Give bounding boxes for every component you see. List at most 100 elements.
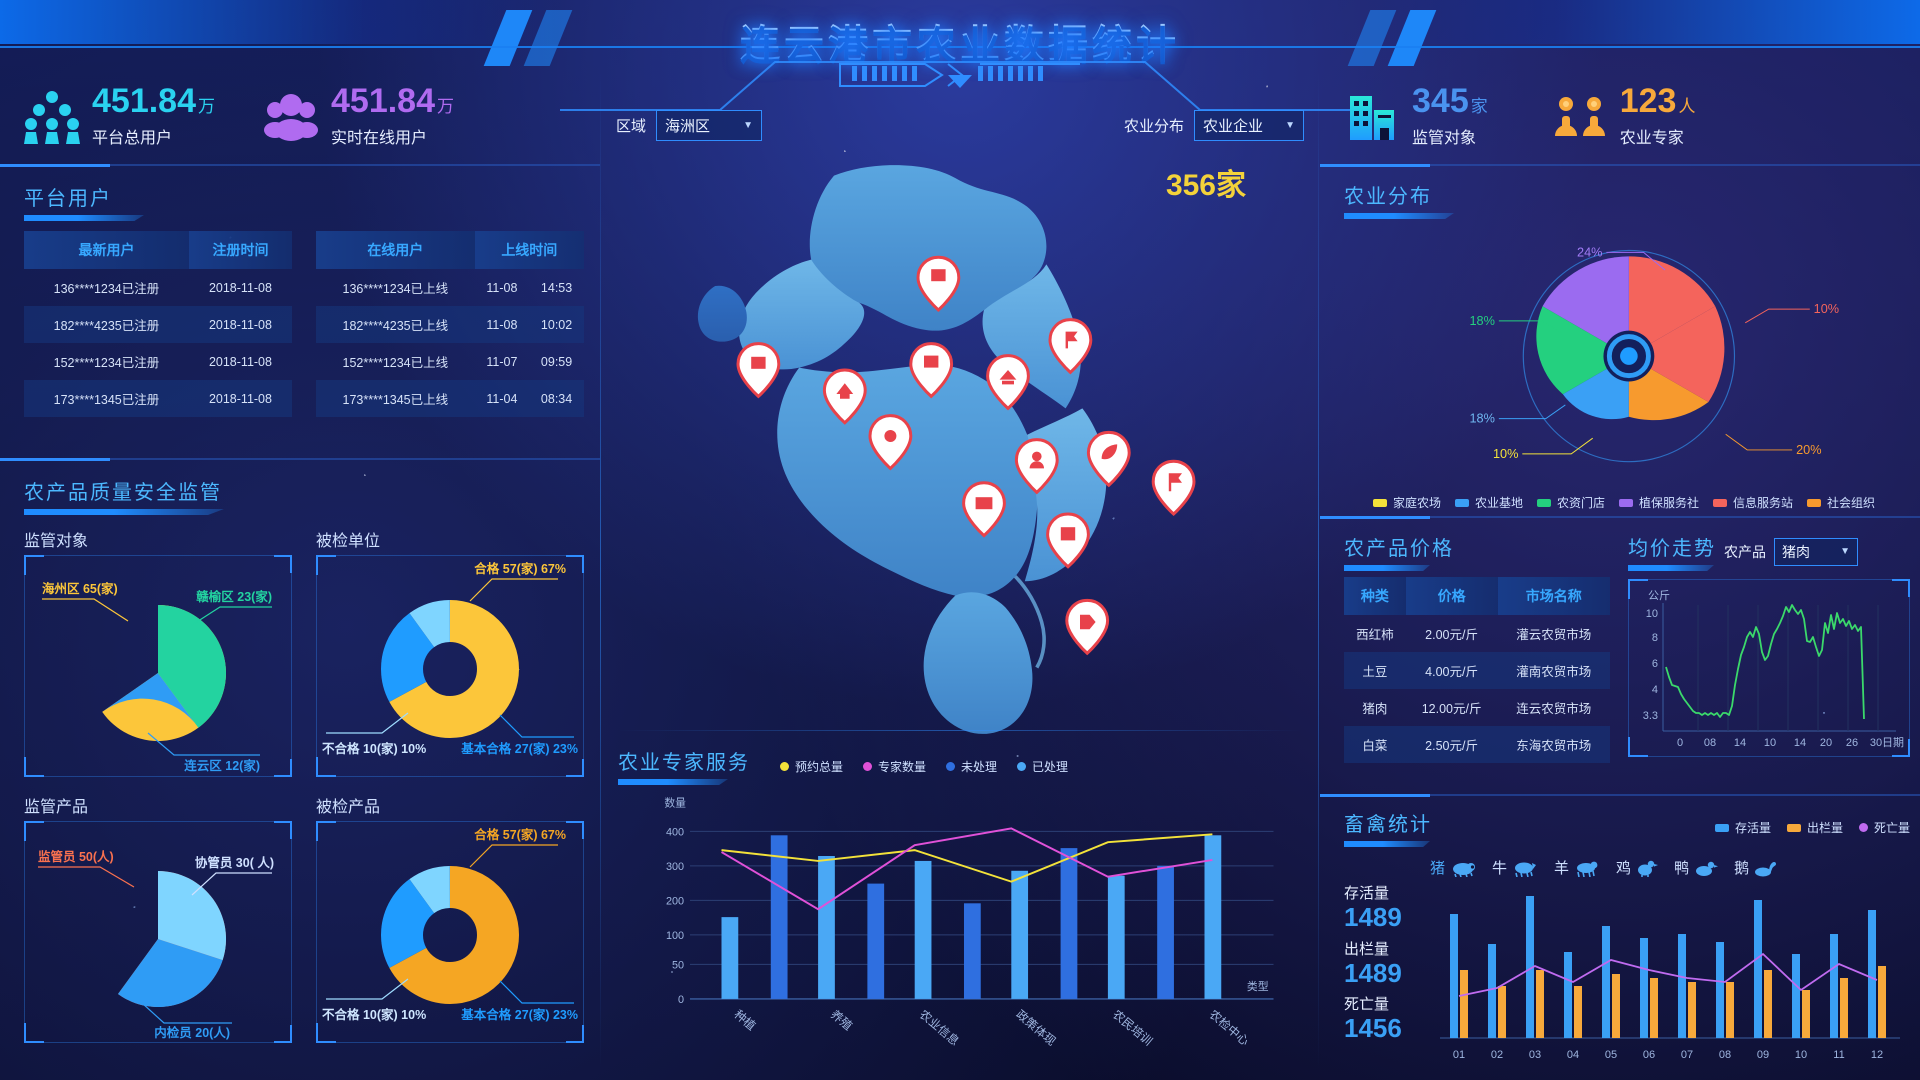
map-marker-flag2[interactable] xyxy=(1151,459,1196,517)
table-row[interactable]: 173****1345已上线 11-04 08:34 xyxy=(316,380,584,417)
legend-item-dead[interactable]: 死亡量 xyxy=(1858,819,1910,836)
rose-chart-agri-distribution[interactable]: 24% 10% 18% 18% 10% 20% xyxy=(1344,227,1904,491)
experts-icon xyxy=(1554,97,1605,136)
agri-distribution-section: 农业分布 xyxy=(1344,180,1904,510)
cell-time: 2018-11-08 xyxy=(188,306,292,343)
animal-chicken[interactable]: 鸡 xyxy=(1616,857,1659,878)
legend-item-experts[interactable]: 专家数量 xyxy=(863,758,926,775)
map-marker-tag[interactable] xyxy=(1065,598,1110,656)
animal-pig[interactable]: 猪 xyxy=(1430,857,1476,878)
legend-item-appointments[interactable]: 预约总量 xyxy=(780,758,843,775)
cell-market: 灌南农贸市场 xyxy=(1497,652,1610,689)
col-header-register-time: 注册时间 xyxy=(188,231,292,269)
map-marker-shop[interactable] xyxy=(962,481,1006,538)
pie-label-1: 基本合格 27(家) 23% xyxy=(460,1007,578,1022)
donut-chart-inspected-units[interactable]: 合格 57(家) 67% 基本合格 27(家) 23% 不合格 10(家) 10… xyxy=(316,555,584,777)
table-row[interactable]: 136****1234已注册 2018-11-08 xyxy=(24,269,292,306)
map-marker-factory[interactable] xyxy=(909,342,954,399)
table-row[interactable]: 152****1234已上线 11-07 09:59 xyxy=(316,343,584,380)
animal-duck[interactable]: 鸭 xyxy=(1674,857,1719,878)
legend-item-plant-protection[interactable]: 植保服务社 xyxy=(1619,494,1699,511)
table-row[interactable]: 182****4235已上线 11-08 10:02 xyxy=(316,306,584,343)
table-row[interactable]: 猪肉 12.00元/斤 连云农贸市场 xyxy=(1344,689,1610,726)
kpi-online-users-value: 451.84 万 xyxy=(331,84,454,118)
livestock-section: 畜禽统计 存活量 出栏量 死亡量 猪 牛 xyxy=(1344,808,1910,1080)
table-row[interactable]: 152****1234已注册 2018-11-08 xyxy=(24,343,292,380)
header-bar-right xyxy=(1360,0,1920,44)
legend-item-agri-store[interactable]: 农资门店 xyxy=(1536,494,1605,511)
legend-item-social-org[interactable]: 社会组织 xyxy=(1807,494,1875,511)
map-marker-factory[interactable] xyxy=(916,255,961,313)
animal-goose[interactable]: 鹅 xyxy=(1734,857,1778,878)
map-marker-leaf[interactable] xyxy=(1086,430,1131,488)
map-region-south[interactable] xyxy=(923,592,1033,734)
region-map[interactable] xyxy=(622,142,1298,742)
pie-chart-supervised-objects[interactable]: 海州区 65(家) 赣榆区 23(家) 连云区 12(家) xyxy=(24,555,292,777)
y-tick-4: 4 xyxy=(1652,684,1658,696)
kpi-agri-experts-label: 农业专家 xyxy=(1619,130,1684,147)
distribution-select[interactable]: 农业企业 ▼ xyxy=(1194,110,1304,141)
map-region-northeast[interactable] xyxy=(982,264,1081,409)
map-region-north[interactable] xyxy=(809,165,1047,331)
animal-cow[interactable]: 牛 xyxy=(1492,857,1538,878)
table-row[interactable]: 白菜 2.50元/斤 东海农贸市场 xyxy=(1344,726,1610,763)
pig-icon xyxy=(1453,862,1476,877)
map-marker-store[interactable] xyxy=(736,342,781,399)
section-divider xyxy=(1320,794,1920,797)
map-region-central[interactable] xyxy=(777,364,1038,598)
legend-item-info-station[interactable]: 信息服务站 xyxy=(1713,494,1793,511)
right-panel: 345 家 监管对象 123 人 xyxy=(1320,60,1920,1080)
x-tick-02: 02 xyxy=(1491,1049,1503,1061)
map-marker-home[interactable] xyxy=(822,368,867,425)
legend-item-agri-base[interactable]: 农业基地 xyxy=(1454,494,1523,511)
region-select[interactable]: 海洲区 ▼ xyxy=(656,110,763,141)
section-divider xyxy=(1320,164,1920,167)
table-row[interactable]: 西红柿 2.00元/斤 灌云农贸市场 xyxy=(1344,615,1610,652)
legend-item-slaughter[interactable]: 出栏量 xyxy=(1786,819,1843,836)
pie-chart-supervised-products[interactable]: 监管员 50(人) 协管员 30( 人) 内检员 20(人) xyxy=(24,821,292,1043)
pie-label-0: 合格 57(家) 67% xyxy=(474,561,566,576)
map-marker-pin[interactable] xyxy=(868,414,913,471)
animal-goat[interactable]: 羊 xyxy=(1554,857,1600,878)
map-region-west[interactable] xyxy=(739,259,865,370)
chart-frame: 监管员 50(人) 协管员 30( 人) 内检员 20(人) xyxy=(24,821,292,1043)
legend-item-processed[interactable]: 已处理 xyxy=(1017,758,1068,775)
expert-service-chart[interactable]: 数量 400 300 200 100 50 0 xyxy=(618,787,1308,1063)
section-divider xyxy=(0,458,600,461)
cell-user: 136****1234已上线 xyxy=(342,282,449,296)
map-region-west-notch[interactable] xyxy=(697,285,747,342)
table-row[interactable]: 182****4235已注册 2018-11-08 xyxy=(24,306,292,343)
cell-date: 11-04 xyxy=(474,380,530,417)
goat-icon xyxy=(1577,861,1598,877)
kpi-supervised-objects-label: 监管对象 xyxy=(1412,130,1477,147)
chevron-down-icon: ▼ xyxy=(1285,120,1295,131)
livestock-legend: 存活量 出栏量 死亡量 xyxy=(1714,819,1910,836)
chart-card-inspected-units: 被检单位 xyxy=(316,527,584,777)
platform-users-title: 平台用户 xyxy=(24,182,584,221)
map-marker-user[interactable] xyxy=(1014,438,1059,495)
price-trend-frame: 公斤 10 8 6 4 3.3 xyxy=(1628,579,1910,757)
table-row[interactable]: 136****1234已上线 11-08 14:53 xyxy=(316,269,584,306)
map-marker-bank[interactable] xyxy=(986,354,1030,411)
map-marker-box[interactable] xyxy=(1046,512,1090,569)
expert-service-section: 农业专家服务 预约总量 专家数量 未处理 已处理 数量 400 300 200 … xyxy=(618,746,1308,1076)
legend-item-alive[interactable]: 存活量 xyxy=(1714,819,1771,836)
x-tick-5: 农检中心 xyxy=(1207,1007,1252,1048)
livestock-chart[interactable]: 01 02 03 04 05 06 07 08 09 10 11 12 xyxy=(1430,882,1904,1072)
price-trend-block: 均价走势 农产品 猪肉 ▼ 公斤 10 xyxy=(1628,532,1910,782)
livestock-bars xyxy=(1450,896,1886,1038)
donut-chart-inspected-products[interactable]: 合格 57(家) 67% 基本合格 27(家) 23% 不合格 10(家) 10… xyxy=(316,821,584,1043)
cell-market: 灌云农贸市场 xyxy=(1516,628,1592,642)
table-row[interactable]: 土豆 4.00元/斤 灌南农贸市场 xyxy=(1344,652,1610,689)
map-coastline xyxy=(1013,575,1046,669)
price-trend-select[interactable]: 猪肉 ▼ xyxy=(1774,537,1858,566)
x-tick-0: 0 xyxy=(1677,737,1683,749)
kpi-unit-text: 万 xyxy=(437,97,454,116)
table-row[interactable]: 173****1345已注册 2018-11-08 xyxy=(24,380,292,417)
legend-item-pending[interactable]: 未处理 xyxy=(946,758,997,775)
map-marker-flag[interactable] xyxy=(1048,318,1093,375)
price-trend-chart[interactable]: 公斤 10 8 6 4 3.3 xyxy=(1628,579,1910,757)
expert-service-title-text: 农业专家服务 xyxy=(618,752,750,774)
legend-item-family-farm[interactable]: 家庭农场 xyxy=(1372,494,1441,511)
